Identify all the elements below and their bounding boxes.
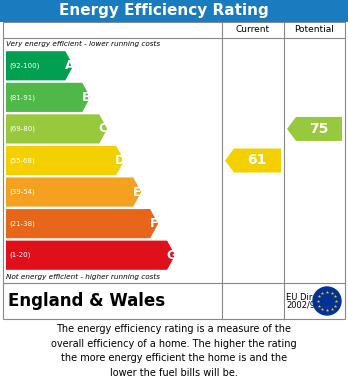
Bar [0, 0, 348, 22]
Text: F: F [150, 217, 158, 230]
Text: EU Directive: EU Directive [286, 292, 338, 301]
Text: E: E [133, 186, 141, 199]
Text: 75: 75 [309, 122, 328, 136]
Text: A: A [64, 59, 74, 72]
Text: (21-38): (21-38) [9, 221, 35, 227]
Text: 61: 61 [247, 154, 267, 167]
Polygon shape [6, 209, 158, 238]
Text: Energy Efficiency Rating: Energy Efficiency Rating [59, 4, 268, 18]
Text: (81-91): (81-91) [9, 94, 35, 100]
Text: C: C [99, 122, 108, 135]
Text: Potential: Potential [294, 25, 334, 34]
Text: 2002/91/EC: 2002/91/EC [286, 301, 334, 310]
Text: (1-20): (1-20) [9, 252, 30, 258]
Polygon shape [6, 178, 141, 207]
Text: (69-80): (69-80) [9, 126, 35, 132]
Bar [3, 22, 345, 319]
Text: Not energy efficient - higher running costs: Not energy efficient - higher running co… [6, 274, 160, 280]
Polygon shape [6, 83, 90, 112]
Text: England & Wales: England & Wales [8, 292, 165, 310]
Polygon shape [225, 149, 281, 172]
Text: G: G [166, 249, 176, 262]
Text: B: B [81, 91, 91, 104]
Text: (55-68): (55-68) [9, 157, 35, 164]
Circle shape [313, 287, 341, 315]
Polygon shape [6, 240, 175, 270]
Polygon shape [287, 117, 342, 141]
Polygon shape [6, 51, 73, 81]
Text: The energy efficiency rating is a measure of the
overall efficiency of a home. T: The energy efficiency rating is a measur… [51, 325, 297, 378]
Text: Very energy efficient - lower running costs: Very energy efficient - lower running co… [6, 41, 160, 47]
Polygon shape [6, 146, 124, 175]
Polygon shape [6, 114, 107, 143]
Text: D: D [115, 154, 125, 167]
Text: (39-54): (39-54) [9, 189, 35, 196]
Text: (92-100): (92-100) [9, 63, 39, 69]
Text: Current: Current [236, 25, 270, 34]
